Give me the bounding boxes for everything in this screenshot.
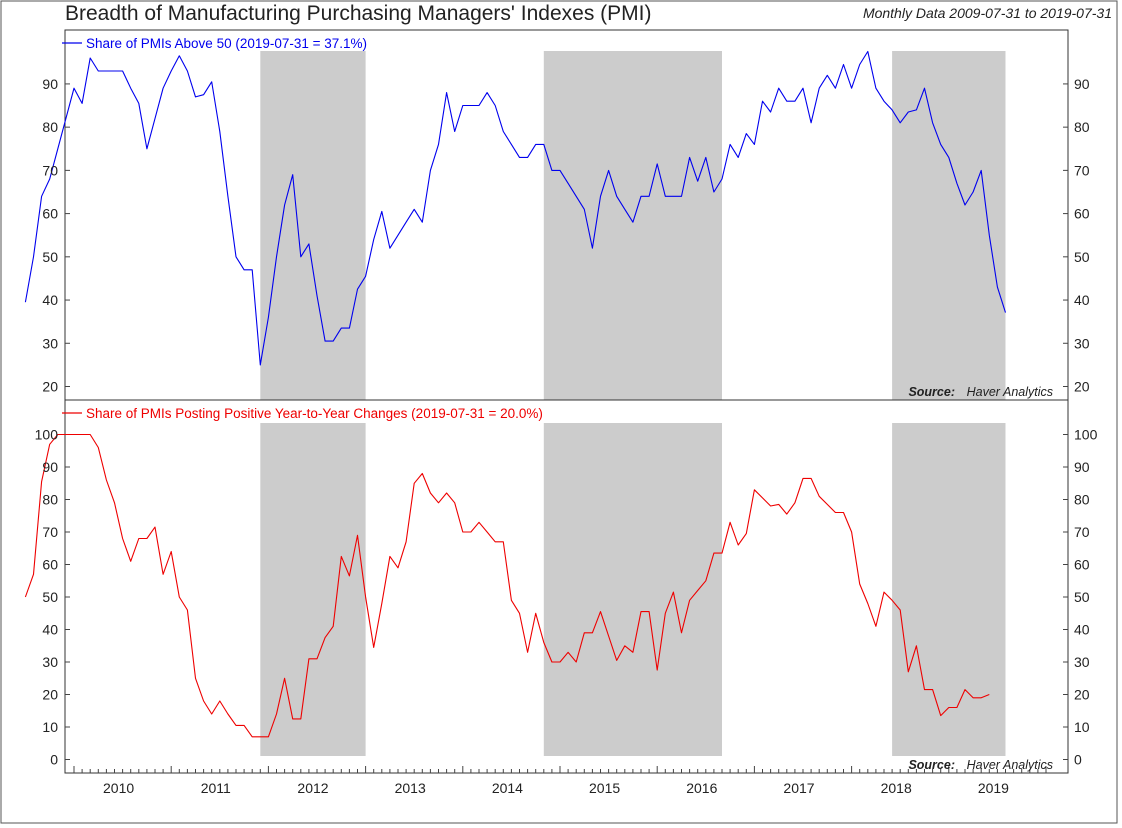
y-tick-label-left: 20: [42, 687, 58, 703]
x-tick-label: 2018: [881, 780, 912, 796]
y-tick-label-left: 80: [42, 492, 58, 508]
legend-label: Share of PMIs Above 50 (2019-07-31 = 37.…: [86, 36, 367, 51]
source-name: Haver Analytics: [967, 758, 1053, 772]
x-tick-label: 2019: [978, 780, 1009, 796]
series-line: [24, 433, 990, 738]
recession-shade: [892, 51, 1006, 400]
recession-shade: [543, 423, 722, 756]
y-tick-label-right: 80: [1074, 119, 1090, 135]
y-tick-label-left: 0: [50, 752, 58, 768]
y-tick-label-left: 20: [42, 379, 58, 395]
y-tick-label-right: 50: [1074, 249, 1090, 265]
y-tick-label-right: 80: [1074, 492, 1090, 508]
y-tick-label-left: 80: [42, 119, 58, 135]
chart-title: Breadth of Manufacturing Purchasing Mana…: [65, 2, 652, 25]
y-tick-label-left: 30: [42, 335, 58, 351]
y-tick-label-right: 90: [1074, 76, 1090, 92]
y-tick-label-right: 60: [1074, 557, 1090, 573]
y-tick-label-left: 90: [42, 76, 58, 92]
y-tick-label-right: 100: [1074, 427, 1098, 443]
y-tick-label-left: 70: [42, 524, 58, 540]
source-label: Source:: [908, 385, 955, 399]
y-tick-label-right: 40: [1074, 622, 1090, 638]
recession-shade: [260, 423, 366, 756]
y-tick-label-right: 70: [1074, 162, 1090, 178]
y-tick-label-left: 60: [42, 557, 58, 573]
recession-shade: [543, 51, 722, 400]
source-label: Source:: [908, 758, 955, 772]
x-tick-label: 2010: [103, 780, 134, 796]
recession-shade: [260, 51, 366, 400]
x-tick-label: 2017: [783, 780, 814, 796]
y-tick-label-right: 90: [1074, 459, 1090, 475]
y-tick-label-right: 40: [1074, 292, 1090, 308]
bottom-panel-frame: [64, 399, 1069, 774]
x-tick-label: 2013: [395, 780, 426, 796]
x-tick-label: 2012: [297, 780, 328, 796]
x-tick-label: 2014: [492, 780, 523, 796]
y-tick-label-right: 70: [1074, 524, 1090, 540]
y-tick-label-left: 100: [35, 427, 59, 443]
y-tick-label-left: 30: [42, 654, 58, 670]
legend-label: Share of PMIs Posting Positive Year-to-Y…: [86, 406, 543, 421]
y-tick-label-left: 50: [42, 249, 58, 265]
y-tick-label-left: 50: [42, 589, 58, 605]
y-tick-label-left: 70: [42, 162, 58, 178]
y-tick-label-left: 90: [42, 459, 58, 475]
chart-subtitle: Monthly Data 2009-07-31 to 2019-07-31: [862, 5, 1112, 21]
y-tick-label-right: 30: [1074, 335, 1090, 351]
x-tick-label: 2011: [201, 780, 231, 796]
y-tick-label-right: 60: [1074, 206, 1090, 222]
y-tick-label-left: 10: [42, 719, 58, 735]
source-name: Haver Analytics: [967, 385, 1053, 399]
y-tick-label-right: 10: [1074, 719, 1090, 735]
y-tick-label-right: 20: [1074, 379, 1090, 395]
y-tick-label-left: 40: [42, 622, 58, 638]
y-tick-label-left: 40: [42, 292, 58, 308]
x-tick-label: 2016: [686, 780, 717, 796]
series-line: [24, 50, 1007, 366]
y-tick-label-left: 60: [42, 206, 58, 222]
y-tick-label-right: 0: [1074, 752, 1082, 768]
y-tick-label-right: 20: [1074, 687, 1090, 703]
y-tick-label-right: 30: [1074, 654, 1090, 670]
recession-shade: [892, 423, 1006, 756]
x-tick-label: 2015: [589, 780, 620, 796]
y-tick-label-right: 50: [1074, 589, 1090, 605]
